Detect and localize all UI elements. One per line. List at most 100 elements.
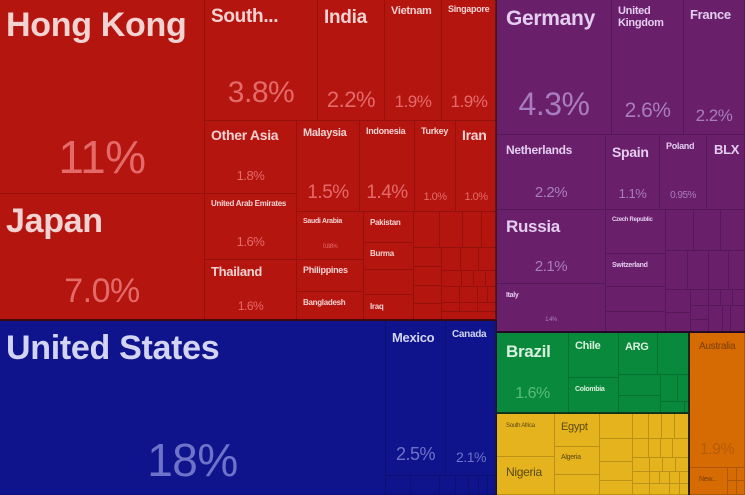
cell-small[interactable]: [478, 303, 497, 312]
cell-small[interactable]: [460, 287, 478, 303]
cell-australia[interactable]: Australia 1.9%: [690, 333, 745, 468]
cell-small[interactable]: [721, 290, 733, 306]
cell-small[interactable]: [414, 286, 442, 304]
cell-small[interactable]: [649, 439, 661, 458]
cell-new-zealand[interactable]: New...: [690, 468, 728, 495]
cell-small[interactable]: [691, 290, 709, 306]
cell-other-asia[interactable]: Other Asia 1.8%: [205, 121, 297, 194]
cell-pakistan[interactable]: Pakistan: [364, 212, 414, 243]
cell-small[interactable]: [462, 271, 474, 287]
cell-small[interactable]: [414, 212, 440, 248]
cell-small[interactable]: [442, 248, 461, 271]
cell-small[interactable]: [733, 290, 745, 306]
cell-small[interactable]: [619, 396, 661, 414]
cell-small[interactable]: [619, 375, 661, 396]
cell-small[interactable]: [663, 458, 676, 472]
cell-small[interactable]: [680, 472, 690, 484]
cell-small[interactable]: [721, 210, 745, 251]
cell-small[interactable]: [600, 439, 633, 462]
cell-small[interactable]: [737, 481, 745, 495]
cell-arg[interactable]: ARG: [619, 333, 658, 375]
cell-small[interactable]: [709, 306, 723, 333]
cell-small[interactable]: [460, 303, 478, 312]
cell-brazil[interactable]: Brazil 1.6%: [497, 333, 569, 414]
cell-czech-republic[interactable]: Czech Republic: [606, 210, 666, 254]
cell-india[interactable]: India 2.2%: [318, 0, 385, 121]
cell-small[interactable]: [456, 476, 469, 495]
cell-canada[interactable]: Canada 2.1%: [446, 321, 497, 476]
cell-small[interactable]: [662, 414, 675, 439]
cell-small[interactable]: [442, 287, 460, 303]
cell-small[interactable]: [666, 210, 694, 251]
cell-singapore[interactable]: Singapore 1.9%: [442, 0, 497, 121]
cell-uk[interactable]: United Kingdom 2.6%: [612, 0, 684, 135]
cell-small[interactable]: [479, 248, 497, 271]
cell-small[interactable]: [633, 458, 650, 472]
cell-mexico[interactable]: Mexico 2.5%: [386, 321, 446, 476]
cell-blx[interactable]: BLX: [707, 135, 745, 210]
cell-small[interactable]: [488, 476, 497, 495]
cell-small[interactable]: [737, 468, 745, 481]
cell-malaysia[interactable]: Malaysia 1.5%: [297, 121, 360, 212]
cell-small[interactable]: [461, 248, 479, 271]
cell-thailand[interactable]: Thailand 1.6%: [205, 260, 297, 321]
cell-small[interactable]: [414, 304, 442, 321]
cell-small[interactable]: [675, 414, 690, 439]
cell-small[interactable]: [660, 472, 670, 484]
cell-small[interactable]: [666, 313, 691, 333]
cell-small[interactable]: [685, 402, 690, 414]
cell-small[interactable]: [633, 414, 649, 439]
cell-small[interactable]: [414, 267, 442, 286]
cell-small[interactable]: [661, 375, 678, 402]
cell-small[interactable]: [606, 312, 666, 333]
cell-small[interactable]: [680, 484, 690, 495]
cell-small[interactable]: [411, 476, 440, 495]
cell-poland[interactable]: Poland 0.95%: [660, 135, 707, 210]
cell-netherlands[interactable]: Netherlands 2.2%: [497, 135, 606, 210]
cell-nigeria[interactable]: Nigeria: [497, 457, 555, 495]
cell-small[interactable]: [463, 212, 482, 248]
cell-small[interactable]: [728, 481, 737, 495]
cell-small[interactable]: [606, 287, 666, 312]
cell-japan[interactable]: Japan 7.0%: [0, 194, 205, 321]
cell-iraq[interactable]: Iraq: [364, 295, 414, 321]
cell-colombia[interactable]: Colombia: [569, 378, 619, 414]
cell-small[interactable]: [482, 212, 497, 248]
cell-small[interactable]: [478, 287, 488, 303]
cell-small[interactable]: [673, 439, 690, 458]
cell-switzerland[interactable]: Switzerland: [606, 254, 666, 287]
cell-spain[interactable]: Spain 1.1%: [606, 135, 660, 210]
cell-small[interactable]: [709, 290, 721, 306]
cell-iran[interactable]: Iran 1.0%: [456, 121, 497, 212]
cell-small[interactable]: [442, 303, 460, 312]
cell-algeria[interactable]: Algeria: [555, 447, 600, 475]
cell-united-states[interactable]: United States 18%: [0, 321, 386, 495]
cell-small[interactable]: [676, 458, 690, 472]
cell-small[interactable]: [442, 312, 497, 321]
cell-small[interactable]: [442, 271, 462, 287]
cell-small[interactable]: [670, 484, 680, 495]
cell-indonesia[interactable]: Indonesia 1.4%: [360, 121, 415, 212]
cell-egypt[interactable]: Egypt: [555, 414, 600, 447]
cell-small[interactable]: [633, 472, 650, 484]
cell-small[interactable]: [633, 484, 650, 495]
cell-south-africa[interactable]: South Africa: [497, 414, 555, 457]
cell-turkey[interactable]: Turkey 1.0%: [415, 121, 456, 212]
cell-small[interactable]: [658, 333, 690, 375]
cell-small[interactable]: [650, 472, 660, 484]
cell-unlabeled[interactable]: [364, 270, 414, 295]
cell-small[interactable]: [728, 468, 737, 481]
cell-small[interactable]: [649, 414, 662, 439]
cell-italy[interactable]: Italy 1.4%: [497, 284, 606, 333]
cell-small[interactable]: [650, 458, 663, 472]
cell-small[interactable]: [386, 476, 411, 495]
cell-uae[interactable]: United Arab Emirates 1.6%: [205, 194, 297, 260]
cell-small[interactable]: [661, 402, 685, 414]
cell-south-korea[interactable]: South... 3.8%: [205, 0, 318, 121]
cell-small[interactable]: [650, 484, 670, 495]
cell-bangladesh[interactable]: Bangladesh: [297, 292, 364, 321]
cell-small[interactable]: [440, 212, 463, 248]
cell-small[interactable]: [666, 251, 688, 290]
cell-small[interactable]: [633, 439, 649, 458]
cell-france[interactable]: France 2.2%: [684, 0, 745, 135]
